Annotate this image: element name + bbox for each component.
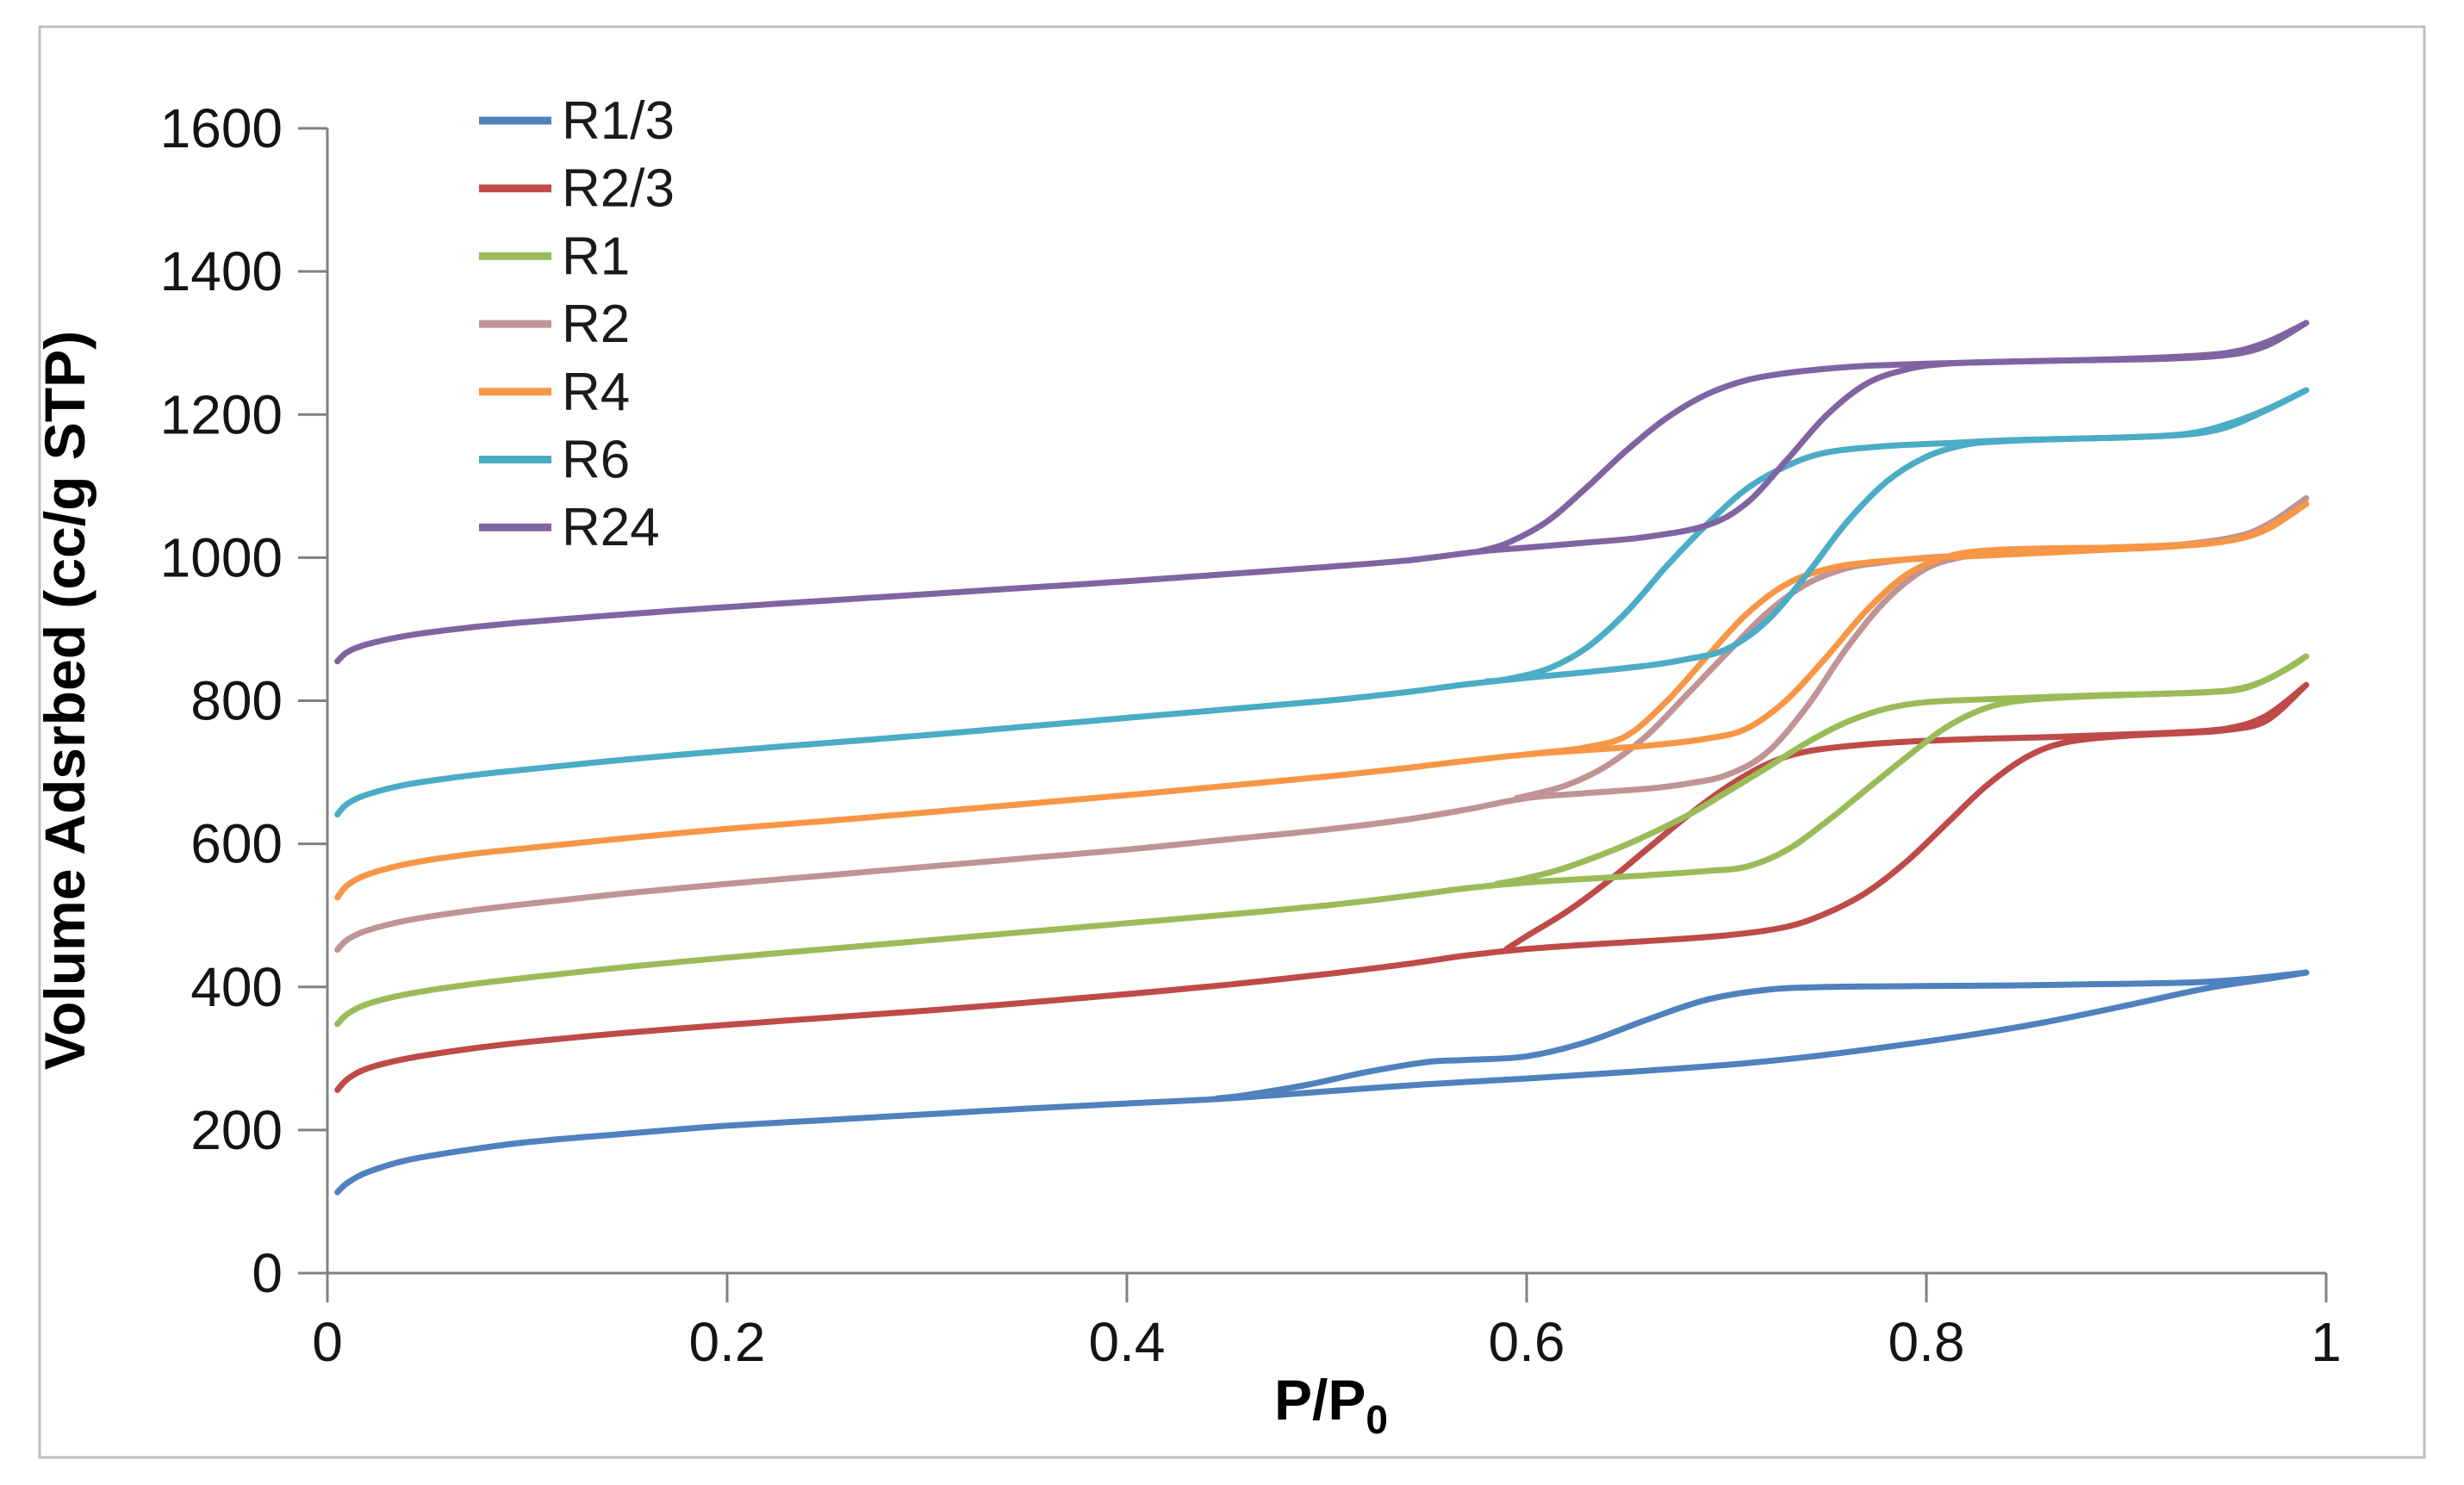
series-R24-desorption [1473,320,2310,556]
series-R1-3-desorption [1213,969,2310,1102]
x-tick-label: 1 [2311,1311,2342,1373]
series-R1-desorption [1493,653,2310,887]
y-tick-label: 1000 [160,526,283,588]
x-tick-group: 0 0.2 0.4 0.6 0.8 1 [312,1273,2342,1373]
series-R4-desorption [1523,500,2310,758]
legend-label: R6 [562,431,630,490]
x-tick-label: 0.2 [689,1311,766,1373]
x-tick-label: 0 [312,1311,343,1373]
legend-label: R24 [562,498,660,557]
legend-label: R2/3 [562,159,675,219]
y-axis-title: Volume Adsrbed (cc/g STP) [33,331,96,1070]
y-tick-label: 600 [190,813,283,875]
legend-item-R1-3: R1/3 [479,91,675,151]
x-tick-label: 0.6 [1489,1311,1565,1373]
legend-label: R2 [562,295,630,354]
series-R2-3-adsorption [334,681,2310,1093]
x-tick-label: 0.8 [1888,1311,1965,1373]
legend-item-R1: R1 [479,227,630,286]
legend-label: R1 [562,227,630,286]
legend-item-R4: R4 [479,363,630,422]
chart-border [38,25,2426,1459]
series-curves-group [334,320,2310,1196]
legend-item-R2-3: R2/3 [479,159,675,219]
series-R2-3-desorption [1503,681,2310,953]
series-R6-desorption [1484,387,2310,685]
legend-item-R24: R24 [479,498,660,557]
y-tick-label: 800 [190,670,283,732]
legend-item-R6: R6 [479,431,630,490]
y-tick-label: 200 [190,1099,283,1161]
legend-item-R2: R2 [479,295,630,354]
y-tick-label: 0 [252,1242,283,1304]
y-tick-group: 0 200 400 600 800 1000 1200 1400 1600 [160,97,327,1304]
y-tick-label: 400 [190,956,283,1018]
y-tick-label: 1400 [160,240,283,302]
legend: R1/3 R2/3 R1 R2 R4 R6 R24 [479,91,675,557]
y-tick-label: 1200 [160,383,283,445]
series-R1-3-adsorption [334,969,2310,1196]
x-tick-label: 0.4 [1089,1311,1166,1373]
y-tick-label: 1600 [160,97,283,159]
series-R4-adsorption [334,500,2310,901]
legend-label: R1/3 [562,91,675,151]
legend-label: R4 [562,363,630,422]
